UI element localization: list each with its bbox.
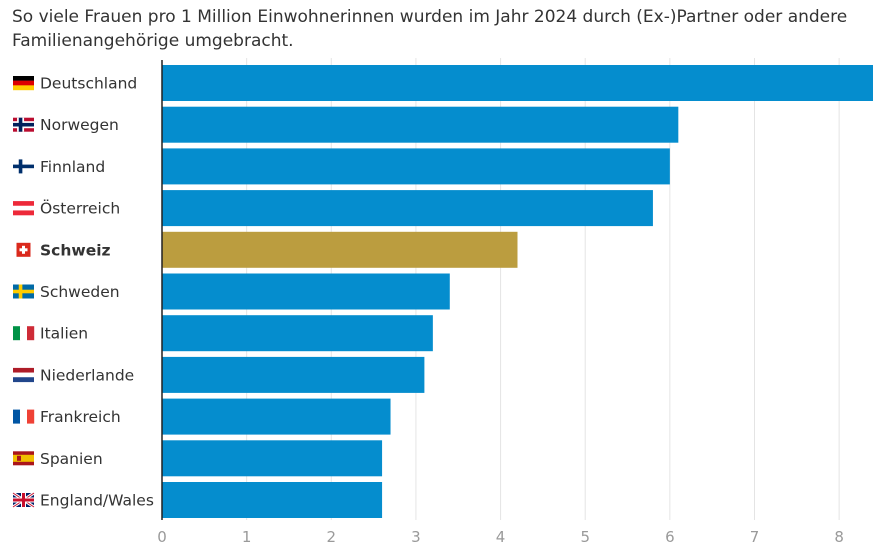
flag-norway-icon xyxy=(13,117,34,132)
bar-deutschland xyxy=(162,65,873,101)
category-label: Deutschland xyxy=(40,75,137,93)
x-tick-label: 6 xyxy=(665,528,675,546)
x-tick-label: 0 xyxy=(157,528,167,546)
category-label: Niederlande xyxy=(40,366,134,384)
flag-sweden-icon xyxy=(13,284,34,299)
bar-italien xyxy=(162,315,433,352)
x-tick-label: 3 xyxy=(411,528,421,546)
x-tick-label: 4 xyxy=(496,528,506,546)
bars xyxy=(162,65,873,518)
flag-netherlands-icon xyxy=(13,367,34,383)
bar--sterreich xyxy=(162,190,653,227)
category-labels: Deutschland Norwegen Finnland Österreich Sch… xyxy=(12,75,154,510)
flag-spain-icon xyxy=(13,451,34,466)
x-tick-label: 1 xyxy=(242,528,252,546)
bar-niederlande xyxy=(162,356,425,393)
category-label: Schweden xyxy=(40,283,120,301)
flag-uk-icon xyxy=(12,491,35,509)
flag-italy-icon xyxy=(13,326,35,341)
x-tick-label: 2 xyxy=(327,528,337,546)
x-axis-ticks: 0 1 2 3 4 5 6 7 8 xyxy=(157,528,844,546)
category-label: Spanien xyxy=(40,450,103,468)
bar-frankreich xyxy=(162,398,391,435)
bar-schweden xyxy=(162,273,450,310)
flag-switzerland-icon xyxy=(13,242,34,257)
category-label: England/Wales xyxy=(40,492,154,510)
bar-schweiz xyxy=(162,231,518,268)
bar-england-wales xyxy=(162,482,383,518)
category-label: Norwegen xyxy=(40,116,119,134)
flag-finland-icon xyxy=(13,159,34,174)
bar-norwegen xyxy=(162,106,679,143)
bar-spanien xyxy=(162,440,383,477)
x-tick-label: 5 xyxy=(580,528,590,546)
flag-austria-icon xyxy=(13,201,34,216)
category-label: Finnland xyxy=(40,158,105,176)
x-tick-label: 8 xyxy=(834,528,844,546)
category-label: Italien xyxy=(40,325,88,343)
bar-finnland xyxy=(162,148,670,185)
x-tick-label: 7 xyxy=(750,528,760,546)
category-label: Schweiz xyxy=(40,241,111,259)
category-label: Österreich xyxy=(40,199,120,218)
chart-title: So viele Frauen pro 1 Million Einwohneri… xyxy=(12,7,848,51)
flag-germany-icon xyxy=(13,76,34,91)
flag-france-icon xyxy=(13,409,35,424)
category-label: Frankreich xyxy=(40,408,121,426)
